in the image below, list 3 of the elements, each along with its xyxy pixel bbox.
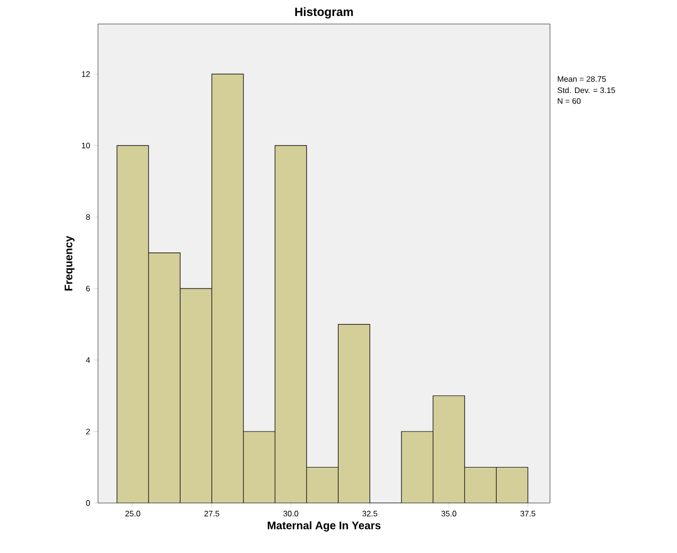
x-axis-title: Maternal Age In Years bbox=[268, 521, 380, 532]
y-axis-title: Frequency bbox=[64, 236, 75, 290]
chart-title: Histogram bbox=[295, 7, 353, 18]
